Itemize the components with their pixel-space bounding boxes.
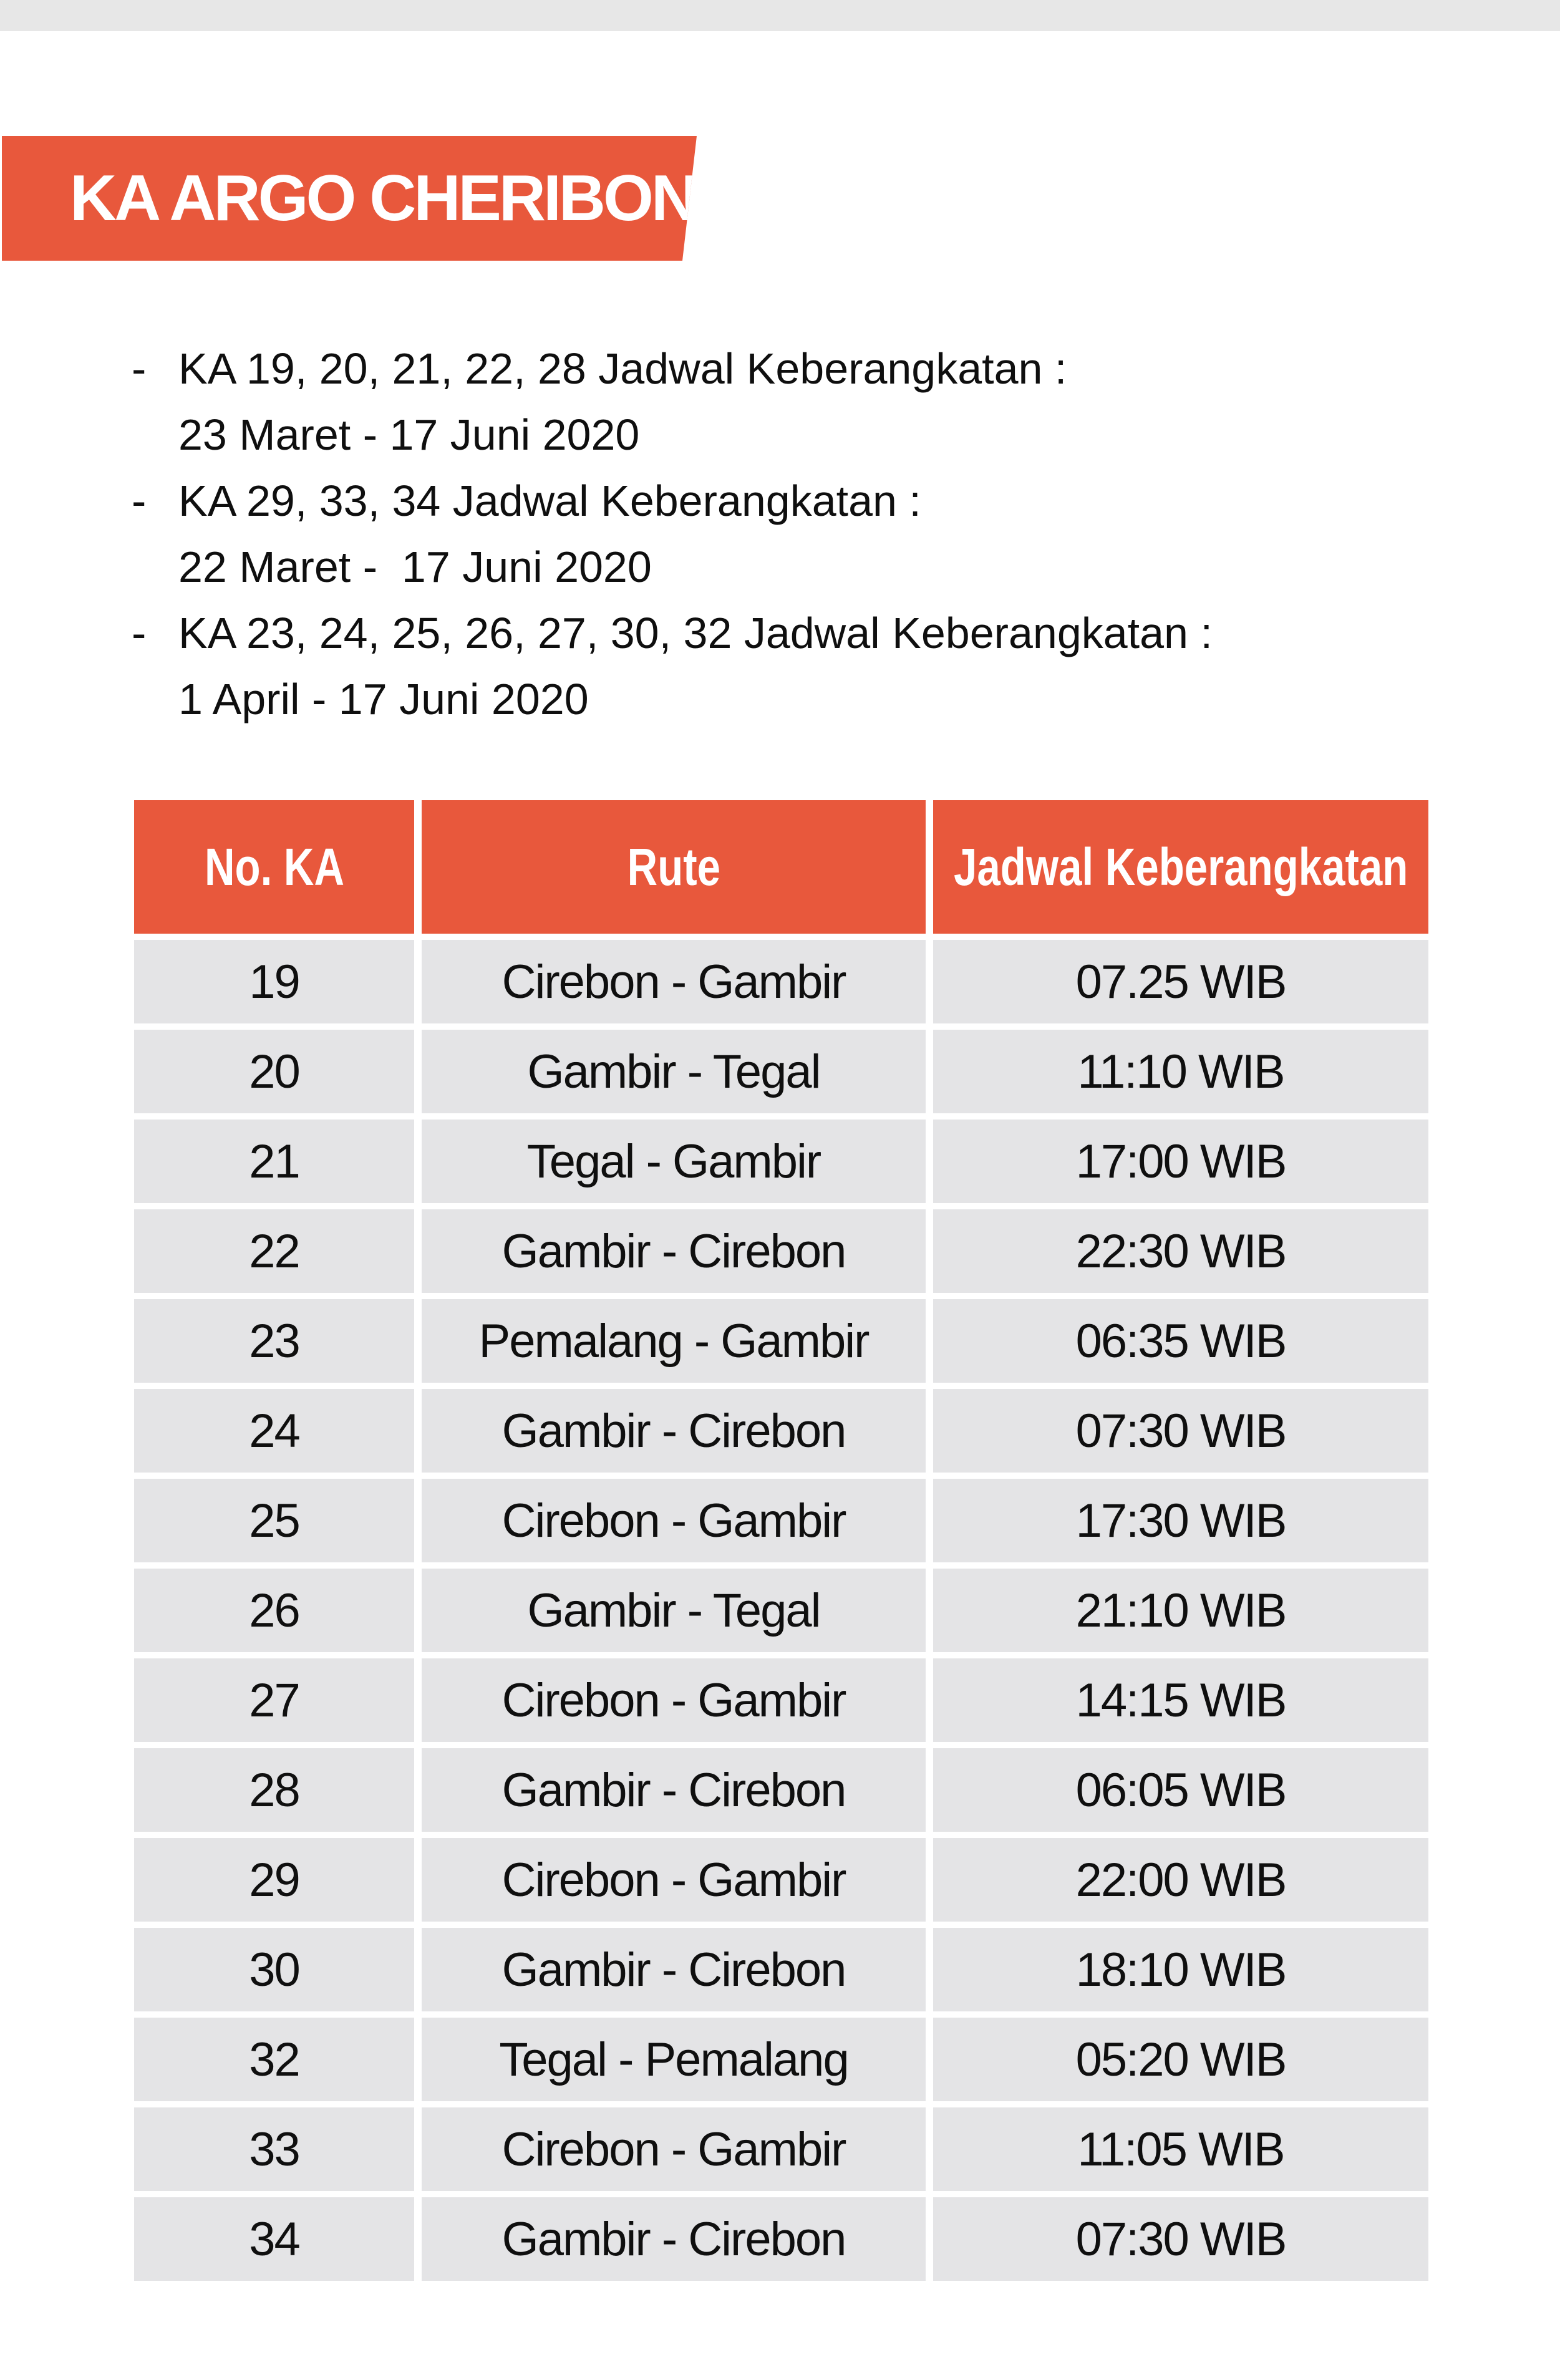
note-dates: 22 Maret - 17 Juni 2020 — [178, 543, 652, 591]
title-banner: KA ARGO CHERIBON — [2, 136, 697, 261]
cell-jadwal: 17:30 WIB — [933, 1479, 1428, 1562]
cell-no-ka: 29 — [134, 1838, 414, 1922]
cell-no-ka: 20 — [134, 1030, 414, 1113]
cell-rute: Cirebon - Gambir — [422, 1838, 926, 1922]
note-dates: 23 Maret - 17 Juni 2020 — [178, 410, 640, 459]
note-text: KA 23, 24, 25, 26, 27, 30, 32 Jadwal Keb… — [178, 609, 1213, 657]
cell-no-ka: 22 — [134, 1209, 414, 1293]
cell-rute: Gambir - Tegal — [422, 1030, 926, 1113]
cell-no-ka: 19 — [134, 940, 414, 1023]
cell-no-ka: 32 — [134, 2018, 414, 2101]
cell-no-ka: 26 — [134, 1569, 414, 1652]
cell-jadwal: 07.25 WIB — [933, 940, 1428, 1023]
list-item: - KA 29, 33, 34 Jadwal Keberangkatan : 2… — [132, 468, 1429, 600]
cell-jadwal: 17:00 WIB — [933, 1120, 1428, 1203]
cell-jadwal: 14:15 WIB — [933, 1658, 1428, 1742]
cell-no-ka: 24 — [134, 1389, 414, 1473]
cell-rute: Gambir - Cirebon — [422, 1389, 926, 1473]
cell-rute: Gambir - Cirebon — [422, 1209, 926, 1293]
cell-jadwal: 22:00 WIB — [933, 1838, 1428, 1922]
column-header-rute: Rute — [422, 800, 926, 934]
cell-jadwal: 07:30 WIB — [933, 2197, 1428, 2281]
list-item: - KA 23, 24, 25, 26, 27, 30, 32 Jadwal K… — [132, 600, 1429, 732]
cell-jadwal: 18:10 WIB — [933, 1928, 1428, 2011]
list-item: - KA 19, 20, 21, 22, 28 Jadwal Keberangk… — [132, 336, 1429, 468]
page-title: KA ARGO CHERIBON — [70, 162, 695, 235]
cell-no-ka: 23 — [134, 1299, 414, 1383]
note-text: KA 29, 33, 34 Jadwal Keberangkatan : — [178, 476, 921, 525]
cell-rute: Tegal - Gambir — [422, 1120, 926, 1203]
cell-no-ka: 25 — [134, 1479, 414, 1562]
note-text: KA 19, 20, 21, 22, 28 Jadwal Keberangkat… — [178, 344, 1067, 393]
cell-rute: Cirebon - Gambir — [422, 1658, 926, 1742]
cell-jadwal: 21:10 WIB — [933, 1569, 1428, 1652]
cell-jadwal: 11:10 WIB — [933, 1030, 1428, 1113]
column-header-jadwal: Jadwal Keberangkatan — [933, 800, 1428, 934]
cell-jadwal: 06:05 WIB — [933, 1748, 1428, 1832]
cell-no-ka: 30 — [134, 1928, 414, 2011]
bullet-dash: - — [132, 609, 147, 657]
note-dates: 1 April - 17 Juni 2020 — [178, 675, 589, 723]
top-strip — [0, 0, 1560, 31]
cell-rute: Gambir - Cirebon — [422, 2197, 926, 2281]
schedule-table: No. KA Rute Jadwal Keberangkatan 19 Cire… — [134, 800, 1428, 2281]
cell-rute: Gambir - Tegal — [422, 1569, 926, 1652]
cell-no-ka: 33 — [134, 2107, 414, 2191]
cell-jadwal: 05:20 WIB — [933, 2018, 1428, 2101]
cell-rute: Gambir - Cirebon — [422, 1748, 926, 1832]
column-header-no-ka: No. KA — [134, 800, 414, 934]
cell-jadwal: 22:30 WIB — [933, 1209, 1428, 1293]
cell-jadwal: 11:05 WIB — [933, 2107, 1428, 2191]
cell-rute: Tegal - Pemalang — [422, 2018, 926, 2101]
bullet-dash: - — [132, 476, 147, 525]
cell-jadwal: 06:35 WIB — [933, 1299, 1428, 1383]
bullet-dash: - — [132, 344, 147, 393]
cell-rute: Pemalang - Gambir — [422, 1299, 926, 1383]
cell-rute: Cirebon - Gambir — [422, 1479, 926, 1562]
cell-no-ka: 28 — [134, 1748, 414, 1832]
cell-no-ka: 21 — [134, 1120, 414, 1203]
schedule-notes: - KA 19, 20, 21, 22, 28 Jadwal Keberangk… — [132, 336, 1429, 732]
cell-rute: Cirebon - Gambir — [422, 2107, 926, 2191]
cell-rute: Gambir - Cirebon — [422, 1928, 926, 2011]
cell-no-ka: 27 — [134, 1658, 414, 1742]
cell-no-ka: 34 — [134, 2197, 414, 2281]
cell-jadwal: 07:30 WIB — [933, 1389, 1428, 1473]
cell-rute: Cirebon - Gambir — [422, 940, 926, 1023]
